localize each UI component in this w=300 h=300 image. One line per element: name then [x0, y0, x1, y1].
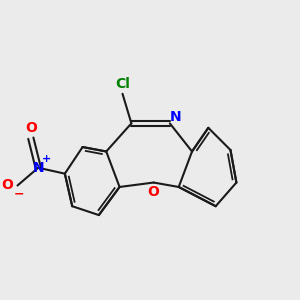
Text: N: N [32, 161, 44, 175]
Text: N: N [169, 110, 181, 124]
Text: O: O [148, 185, 160, 200]
Text: −: − [14, 188, 24, 201]
Text: +: + [42, 154, 51, 164]
Text: O: O [1, 178, 13, 193]
Text: O: O [25, 121, 37, 135]
Text: Cl: Cl [115, 77, 130, 92]
